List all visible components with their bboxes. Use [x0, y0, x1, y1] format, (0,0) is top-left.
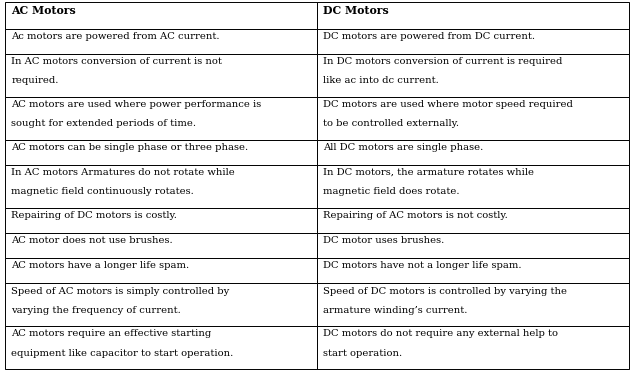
Bar	[5, 208, 317, 233]
Bar	[5, 233, 317, 258]
Bar	[5, 326, 317, 369]
Bar	[317, 283, 629, 326]
Text: sought for extended periods of time.: sought for extended periods of time.	[11, 119, 197, 128]
Text: Speed of DC motors is controlled by varying the: Speed of DC motors is controlled by vary…	[323, 286, 567, 296]
Text: armature winding’s current.: armature winding’s current.	[323, 306, 468, 315]
Text: All DC motors are single phase.: All DC motors are single phase.	[323, 143, 484, 152]
Text: In AC motors conversion of current is not: In AC motors conversion of current is no…	[11, 57, 223, 66]
Text: AC motors are used where power performance is: AC motors are used where power performan…	[11, 100, 262, 109]
Bar	[5, 97, 317, 139]
Text: required.: required.	[11, 76, 59, 85]
Bar	[5, 165, 317, 208]
Text: to be controlled externally.: to be controlled externally.	[323, 119, 460, 128]
Text: DC Motors: DC Motors	[323, 5, 389, 16]
Text: In DC motors, the armature rotates while: In DC motors, the armature rotates while	[323, 168, 534, 177]
Bar	[5, 29, 317, 54]
Text: equipment like capacitor to start operation.: equipment like capacitor to start operat…	[11, 349, 234, 358]
Bar	[5, 139, 317, 165]
Bar	[317, 165, 629, 208]
Text: like ac into dc current.: like ac into dc current.	[323, 76, 439, 85]
Bar	[5, 283, 317, 326]
Text: magnetic field continuously rotates.: magnetic field continuously rotates.	[11, 187, 194, 196]
Text: DC motors are powered from DC current.: DC motors are powered from DC current.	[323, 32, 535, 41]
Text: varying the frequency of current.: varying the frequency of current.	[11, 306, 181, 315]
Bar	[317, 29, 629, 54]
Text: DC motors are used where motor speed required: DC motors are used where motor speed req…	[323, 100, 573, 109]
Bar	[317, 258, 629, 283]
Bar	[317, 54, 629, 97]
Bar	[317, 97, 629, 139]
Text: Repairing of AC motors is not costly.: Repairing of AC motors is not costly.	[323, 211, 508, 220]
Bar	[317, 139, 629, 165]
Text: In AC motors Armatures do not rotate while: In AC motors Armatures do not rotate whi…	[11, 168, 235, 177]
Bar	[317, 233, 629, 258]
Text: AC motors can be single phase or three phase.: AC motors can be single phase or three p…	[11, 143, 249, 152]
Text: In DC motors conversion of current is required: In DC motors conversion of current is re…	[323, 57, 563, 66]
Bar	[317, 326, 629, 369]
Text: Speed of AC motors is simply controlled by: Speed of AC motors is simply controlled …	[11, 286, 230, 296]
Text: DC motors have not a longer life spam.: DC motors have not a longer life spam.	[323, 262, 522, 270]
Text: start operation.: start operation.	[323, 349, 403, 358]
Text: DC motor uses brushes.: DC motor uses brushes.	[323, 236, 444, 245]
Text: AC motors require an effective starting: AC motors require an effective starting	[11, 329, 212, 338]
Bar	[5, 54, 317, 97]
Bar	[5, 2, 317, 29]
Bar	[5, 258, 317, 283]
Text: AC motor does not use brushes.: AC motor does not use brushes.	[11, 236, 173, 245]
Text: DC motors do not require any external help to: DC motors do not require any external he…	[323, 329, 559, 338]
Text: AC Motors: AC Motors	[11, 5, 76, 16]
Text: Repairing of DC motors is costly.: Repairing of DC motors is costly.	[11, 211, 178, 220]
Text: Ac motors are powered from AC current.: Ac motors are powered from AC current.	[11, 32, 220, 41]
Text: AC motors have a longer life spam.: AC motors have a longer life spam.	[11, 262, 190, 270]
Bar	[317, 208, 629, 233]
Bar	[317, 2, 629, 29]
Text: magnetic field does rotate.: magnetic field does rotate.	[323, 187, 460, 196]
